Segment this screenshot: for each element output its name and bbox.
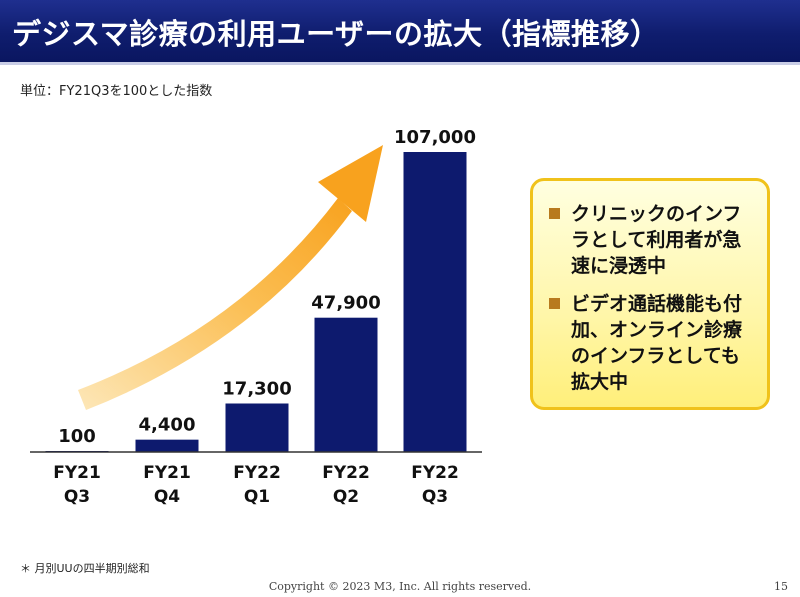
callout-bullet-text: ビデオ通話機能も付加、オンライン診療のインフラとしても拡大中 bbox=[571, 293, 743, 393]
unit-note: 単位：FY21Q3を100とした指数 bbox=[20, 84, 213, 99]
category-label: FY21 bbox=[53, 463, 101, 483]
callout-bullet-text: クリニックのインフラとして利用者が急速に浸透中 bbox=[571, 203, 742, 277]
data-label: 100 bbox=[58, 426, 96, 447]
category-label: Q3 bbox=[64, 487, 90, 507]
square-bullet-icon bbox=[549, 298, 560, 309]
category-label: FY22 bbox=[233, 463, 281, 483]
footnote: ＊ 月別UUの四半期別総和 bbox=[20, 562, 150, 575]
bar-fy22-q3 bbox=[403, 152, 467, 452]
bar-fy22-q2 bbox=[314, 317, 378, 452]
copyright: Copyright © 2023 M3, Inc. All rights res… bbox=[268, 580, 532, 593]
page-number: 15 bbox=[774, 580, 788, 593]
title-bar: デジスマ診療の利用ユーザーの拡大（指標推移） bbox=[0, 0, 800, 65]
data-label: 17,300 bbox=[222, 378, 291, 399]
square-bullet-icon bbox=[549, 208, 560, 219]
category-label: FY21 bbox=[143, 463, 191, 483]
callout-bullet-2: ビデオ通話機能も付加、オンライン診療のインフラとしても拡大中 bbox=[547, 291, 757, 395]
bar-chart: 100 FY21 Q3 4,400 FY21 Q4 17,300 FY22 Q1 47,900 FY… bbox=[30, 127, 482, 507]
slide-title: デジスマ診療の利用ユーザーの拡大（指標推移） bbox=[12, 17, 660, 51]
growth-arrow-head bbox=[318, 145, 383, 222]
growth-arrow-body bbox=[78, 198, 352, 410]
category-label: FY22 bbox=[322, 463, 370, 483]
bar-fy21-q4 bbox=[135, 439, 199, 452]
category-label: FY22 bbox=[411, 463, 459, 483]
data-label: 47,900 bbox=[311, 293, 380, 314]
callout-box: クリニックのインフラとして利用者が急速に浸透中 ビデオ通話機能も付加、オンライン… bbox=[530, 178, 770, 410]
category-label: Q4 bbox=[154, 487, 180, 507]
data-label: 4,400 bbox=[139, 415, 196, 436]
data-label: 107,000 bbox=[394, 127, 476, 148]
category-label: Q3 bbox=[422, 487, 448, 507]
category-label: Q2 bbox=[333, 487, 359, 507]
callout-bullet-1: クリニックのインフラとして利用者が急速に浸透中 bbox=[547, 201, 757, 279]
bar-fy22-q1 bbox=[225, 403, 289, 452]
category-label: Q1 bbox=[244, 487, 270, 507]
